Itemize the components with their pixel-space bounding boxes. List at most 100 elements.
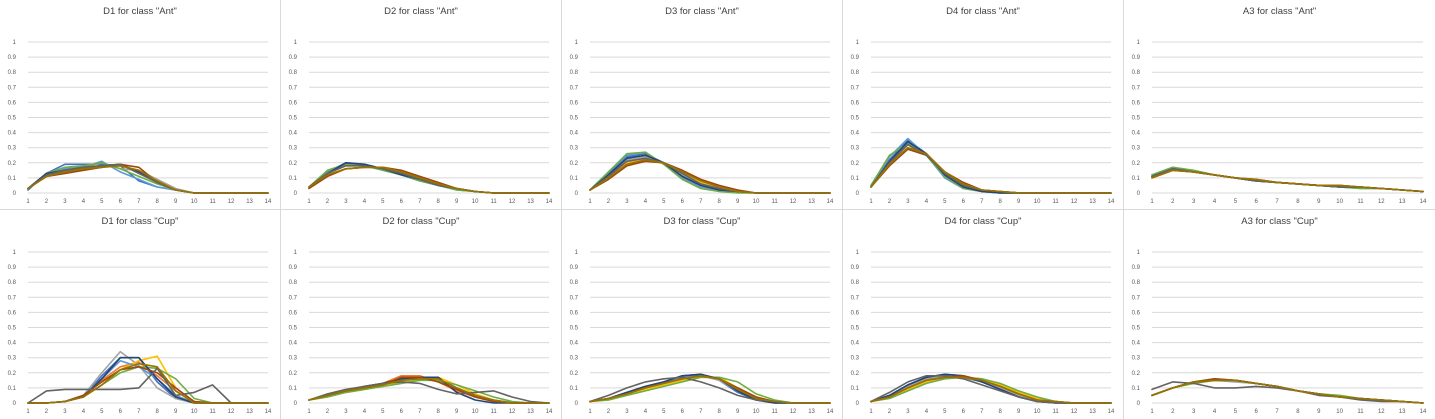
x-tick-label: 11 [490, 199, 497, 205]
x-tick-label: 7 [699, 199, 703, 205]
x-tick-label: 11 [1357, 409, 1364, 415]
y-tick-label: 0.5 [1132, 326, 1141, 332]
y-tick-label: 0.1 [8, 386, 17, 392]
x-tick-label: 2 [45, 409, 49, 415]
chart-panel-d2-ant: D2 for class "Ant" 0 0.1 0.2 0.3 0.4 0.5 0.6 0.… [281, 0, 561, 209]
series-line-10 [1151, 379, 1424, 404]
x-tick-label: 8 [156, 199, 160, 205]
y-tick-label: 0.2 [8, 161, 17, 167]
series-line-10 [308, 378, 550, 404]
x-tick-label: 7 [980, 199, 984, 205]
chart-panel-d4-ant: D4 for class "Ant" 0 0.1 0.2 0.3 0.4 0.5 0.6 0.… [843, 0, 1123, 209]
x-tick-label: 4 [1213, 199, 1217, 205]
y-tick-label: 0 [575, 191, 579, 197]
y-tick-label: 0.1 [8, 176, 17, 182]
chart-title: D1 for class "Cup" [101, 216, 179, 227]
x-tick-label: 2 [607, 199, 611, 205]
y-tick-label: 0.1 [1132, 386, 1141, 392]
y-tick-label: 0.5 [570, 116, 579, 122]
x-tick-label: 10 [191, 199, 198, 205]
y-tick-label: 0.3 [8, 146, 17, 152]
x-tick-label: 14 [1108, 409, 1115, 415]
y-tick-label: 0 [1137, 401, 1141, 407]
chart-title: D3 for class "Cup" [663, 216, 741, 227]
x-tick-label: 13 [1399, 409, 1406, 415]
chart-title: D4 for class "Cup" [944, 216, 1022, 227]
x-tick-label: 14 [546, 409, 553, 415]
series-line-9 [870, 143, 1112, 194]
line-chart: 00.10.20.30.40.50.60.70.80.911 2 3 4 5 6 7 8 9 10… [8, 40, 272, 205]
x-tick-label: 7 [137, 199, 141, 205]
x-tick-label: 12 [1378, 409, 1385, 415]
x-tick-label: 11 [1052, 199, 1059, 205]
line-chart: 00.10.20.30.40.50.60.70.80.911 2 3 4 5 6 7 8 9 10… [1132, 40, 1427, 205]
x-tick-label: 7 [980, 409, 984, 415]
x-tick-label: 4 [363, 199, 367, 205]
x-tick-label: 6 [119, 199, 123, 205]
y-tick-label: 1 [13, 250, 17, 256]
x-tick-label: 5 [381, 409, 385, 415]
chart-title: D1 for class "Ant" [103, 6, 177, 17]
y-tick-label: 0.9 [289, 55, 298, 61]
y-tick-label: 0.3 [570, 356, 579, 362]
chart-title: A3 for class "Ant" [1242, 6, 1317, 17]
series-line-8 [589, 375, 831, 404]
x-tick-label: 5 [100, 199, 104, 205]
x-tick-label: 12 [228, 199, 235, 205]
x-tick-label: 3 [1192, 409, 1196, 415]
x-tick-label: 10 [1336, 199, 1343, 205]
x-tick-label: 6 [681, 199, 685, 205]
x-tick-label: 1 [869, 409, 873, 415]
series-line-10 [870, 376, 1112, 404]
y-tick-label: 0.9 [570, 55, 579, 61]
x-tick-label: 9 [736, 409, 740, 415]
x-tick-label: 5 [381, 199, 385, 205]
y-tick-label: 0.3 [1132, 146, 1141, 152]
x-tick-label: 8 [1296, 199, 1300, 205]
y-tick-label: 0.1 [289, 386, 298, 392]
x-tick-label: 4 [925, 409, 929, 415]
x-tick-label: 4 [925, 199, 929, 205]
x-tick-label: 14 [265, 409, 272, 415]
x-tick-label: 10 [1336, 409, 1343, 415]
y-tick-label: 0.2 [1132, 161, 1141, 167]
line-chart: 00.10.20.30.40.50.60.70.80.911 2 3 4 5 6 7 8 9 10… [851, 250, 1115, 415]
x-tick-label: 3 [63, 409, 67, 415]
x-tick-label: 13 [527, 409, 534, 415]
y-tick-label: 0.4 [1132, 131, 1141, 137]
y-tick-label: 0.3 [851, 356, 860, 362]
x-tick-label: 1 [26, 199, 30, 205]
x-tick-label: 14 [265, 199, 272, 205]
x-tick-label: 10 [753, 409, 760, 415]
series-line-9 [589, 376, 831, 404]
x-tick-label: 9 [1317, 409, 1321, 415]
y-tick-label: 0.1 [851, 176, 860, 182]
series-line-4 [870, 146, 1112, 194]
y-tick-label: 0.1 [289, 176, 298, 182]
chart-panel-d4-cup: D4 for class "Cup" 0 0.1 0.2 0.3 0.4 0.5 0.6 0.… [843, 210, 1123, 419]
y-tick-label: 0.3 [289, 146, 298, 152]
y-tick-label: 0.9 [289, 265, 298, 271]
series-line-9 [308, 381, 550, 404]
y-tick-label: 0 [13, 191, 17, 197]
y-tick-label: 0.7 [851, 295, 860, 301]
x-tick-label: 7 [418, 409, 422, 415]
y-tick-label: 0.3 [289, 356, 298, 362]
y-tick-label: 0.5 [8, 116, 17, 122]
y-tick-label: 0.3 [8, 356, 17, 362]
series-line-10 [27, 165, 269, 194]
line-chart: 00.10.20.30.40.50.60.70.80.911 2 3 4 5 6 7 8 9 10… [289, 40, 553, 205]
x-tick-label: 5 [1234, 409, 1238, 415]
y-tick-label: 0.7 [1132, 295, 1141, 301]
y-tick-label: 0.5 [1132, 116, 1141, 122]
x-tick-label: 11 [209, 409, 216, 415]
y-tick-label: 0.6 [8, 100, 17, 106]
y-tick-label: 0.9 [1132, 265, 1141, 271]
x-tick-label: 1 [307, 199, 311, 205]
x-tick-label: 7 [1275, 409, 1279, 415]
y-tick-label: 0 [575, 401, 579, 407]
y-tick-label: 0.8 [570, 70, 579, 76]
line-chart: 00.10.20.30.40.50.60.70.80.911 2 3 4 5 6 7 8 9 10… [570, 40, 834, 205]
chart-panel-d3-cup: D3 for class "Cup" 0 0.1 0.2 0.3 0.4 0.5 0.6 0.… [562, 210, 842, 419]
chart-title: D3 for class "Ant" [665, 6, 739, 17]
